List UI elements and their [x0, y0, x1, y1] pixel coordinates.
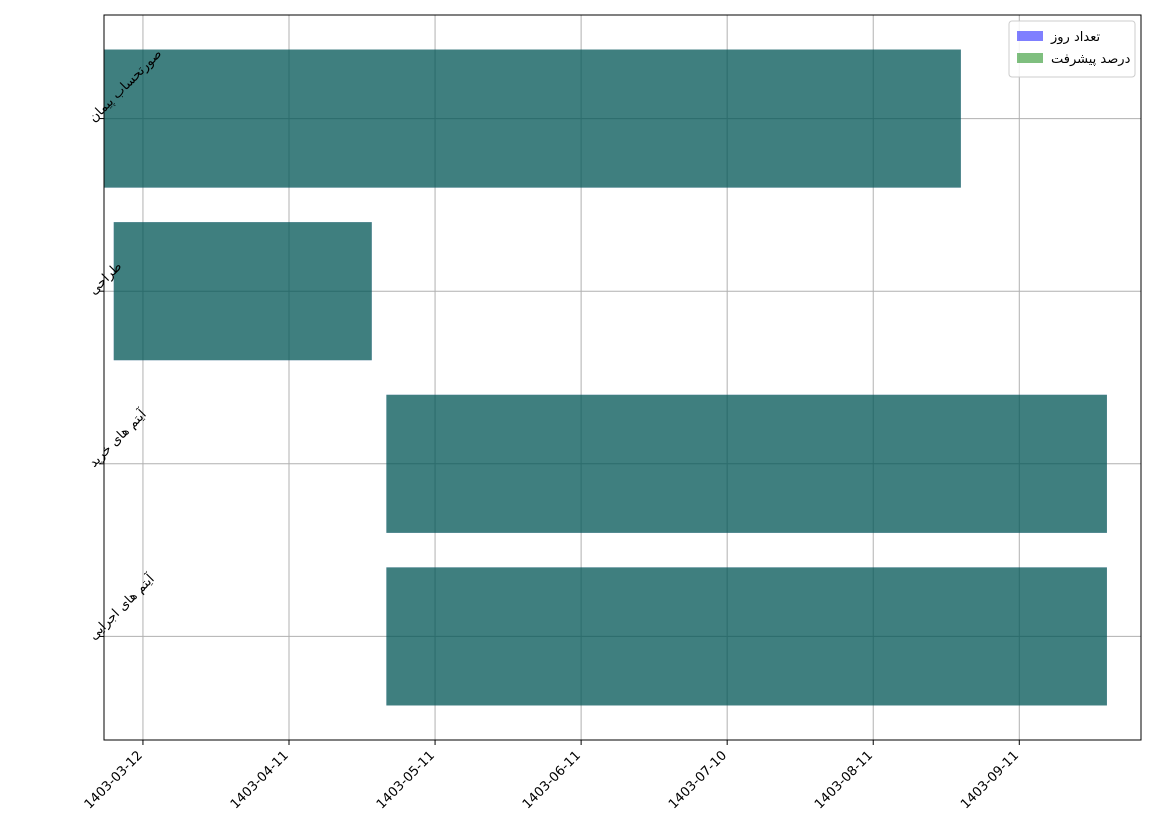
legend-swatch	[1017, 31, 1043, 41]
gantt-bar	[104, 49, 961, 188]
plot-frame	[103, 14, 1142, 741]
x-axis-ticks: 1403-03-12 1403-04-11 1403-05-11 1403-06-11…	[82, 740, 1022, 812]
gantt-bar	[113, 222, 372, 361]
x-tick-label: 1403-08-11	[812, 748, 876, 812]
gantt-bar	[386, 567, 1107, 706]
gantt-bar	[386, 394, 1107, 533]
legend: تعداد روز درصد پیشرفت	[1008, 20, 1136, 78]
legend-label: درصد پیشرفت	[1051, 52, 1131, 67]
legend-label: تعداد روز	[1050, 30, 1100, 45]
legend-swatch	[1017, 53, 1043, 63]
x-tick-label: 1403-04-11	[228, 748, 292, 812]
x-tick-label: 1403-09-11	[958, 748, 1022, 812]
x-tick-label: 1403-06-11	[520, 748, 584, 812]
x-tick-label: 1403-05-11	[374, 748, 438, 812]
bars	[104, 49, 1107, 706]
x-tick-label: 1403-07-10	[666, 748, 730, 812]
x-tick-label: 1403-03-12	[82, 748, 146, 812]
